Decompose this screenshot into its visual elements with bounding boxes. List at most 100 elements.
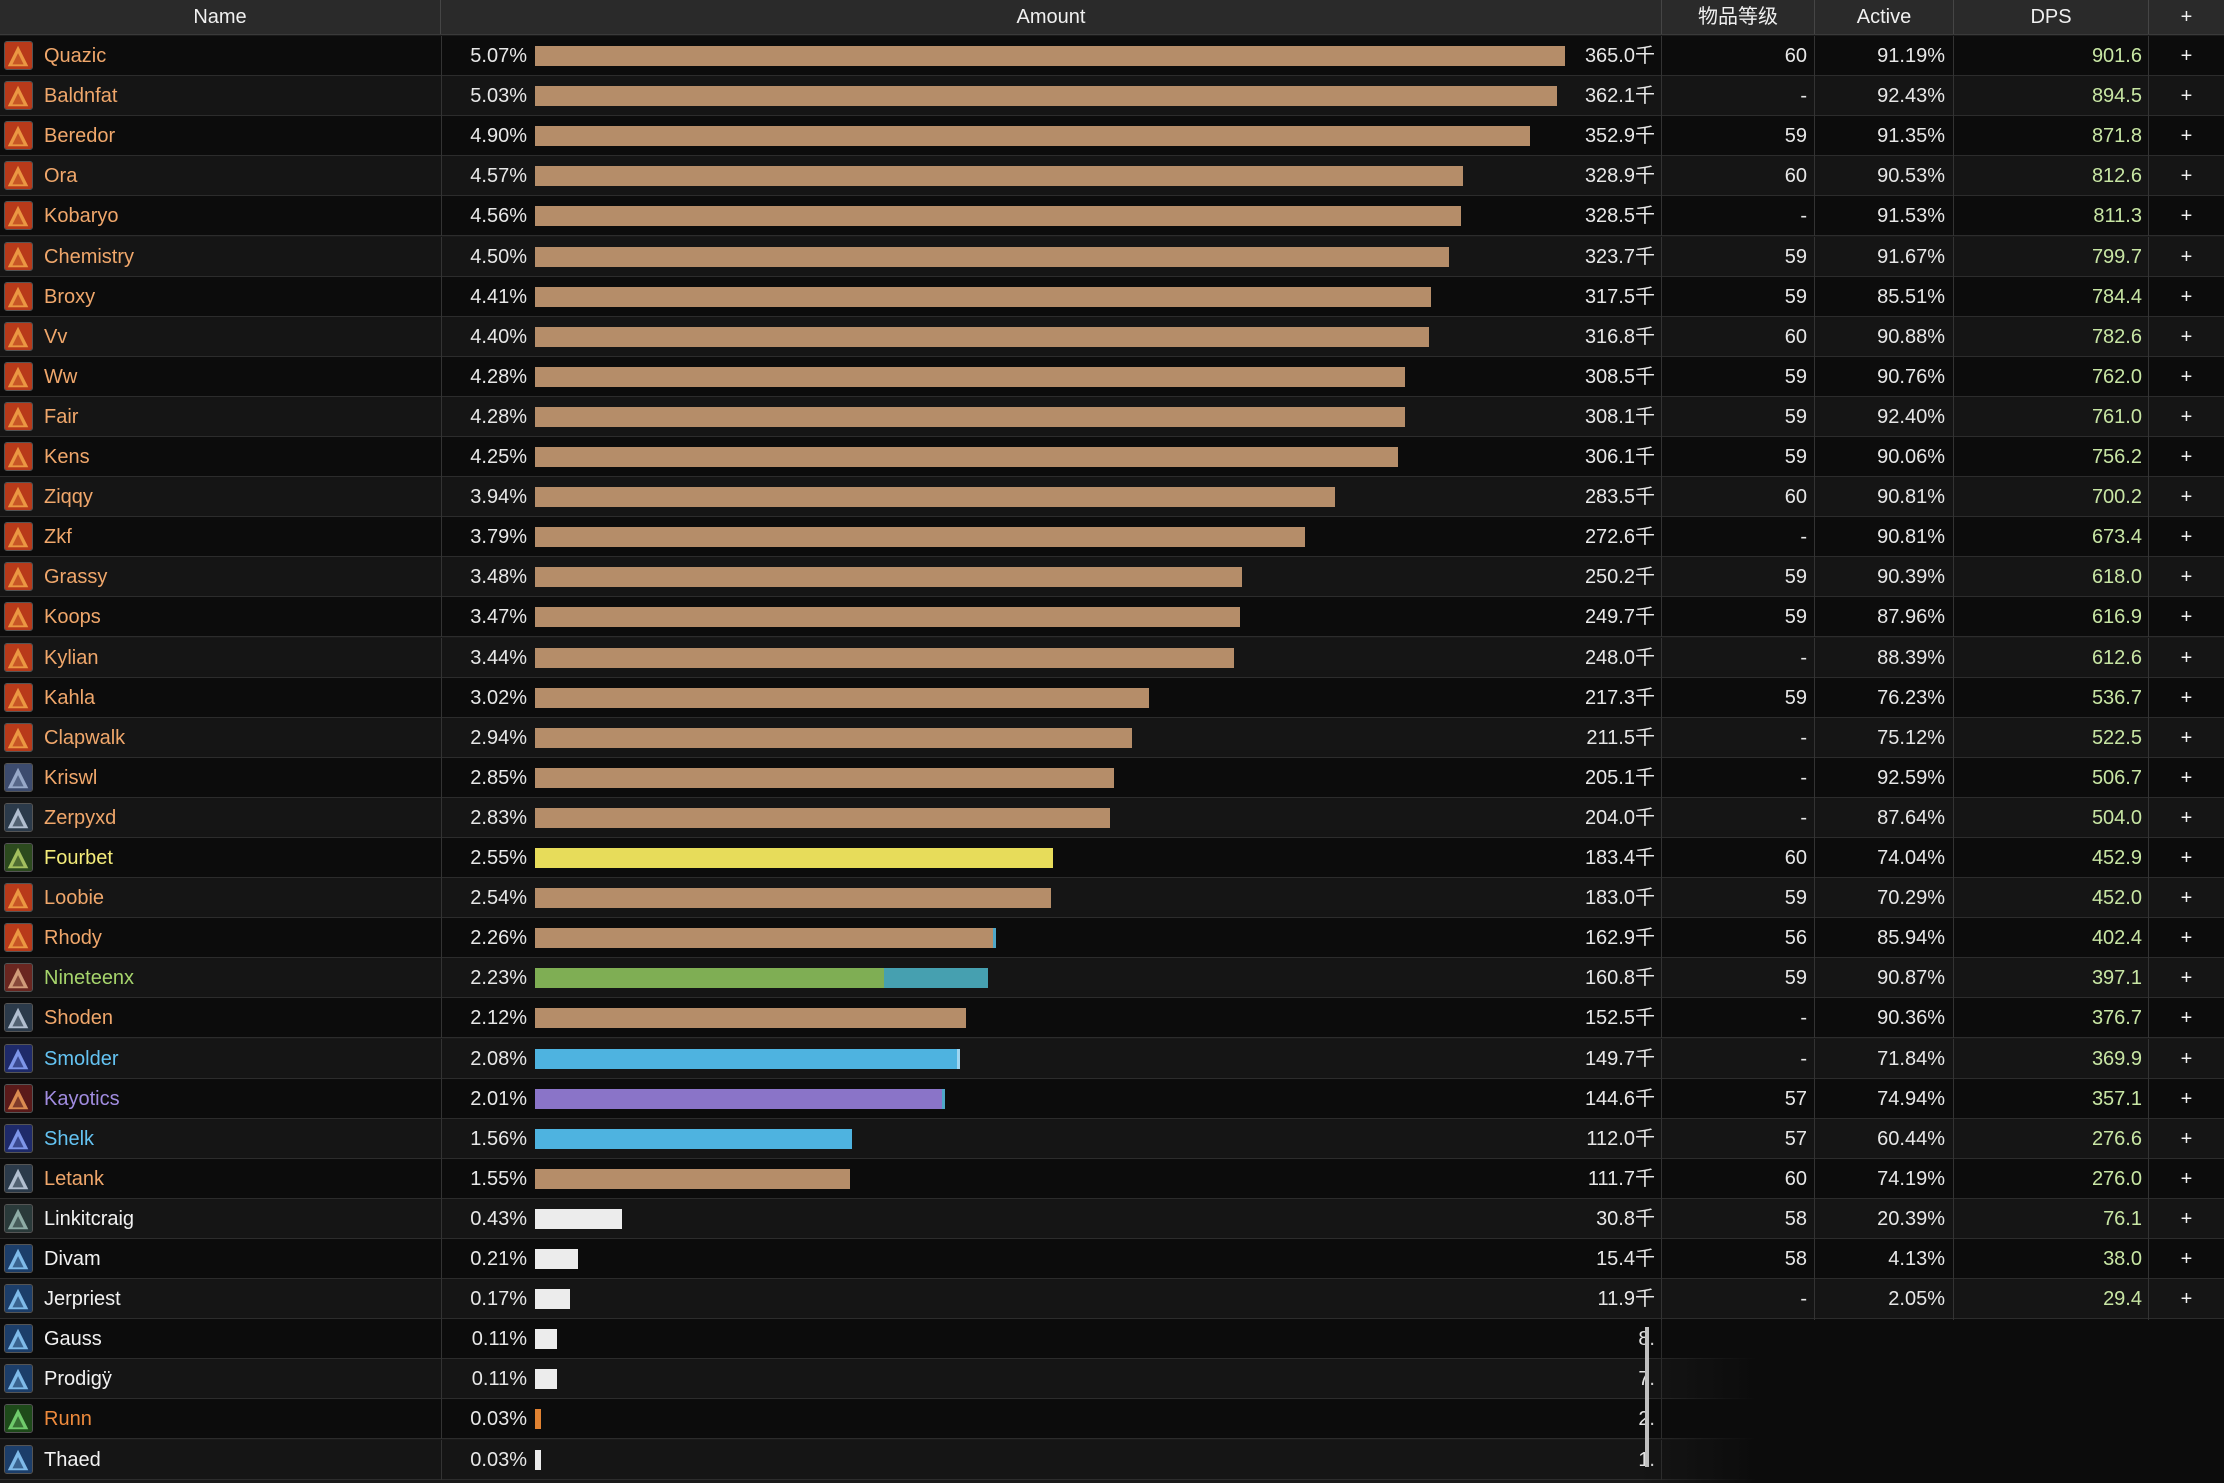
name-cell[interactable]: Fourbet [0, 838, 442, 878]
expand-row-button[interactable]: + [2180, 285, 2193, 308]
expand-row-button[interactable]: + [2180, 526, 2193, 549]
player-name[interactable]: Quazic [44, 45, 107, 67]
expand-row-button[interactable]: + [2180, 125, 2193, 148]
name-cell[interactable]: Prodigÿ [0, 1359, 442, 1400]
expand-row-button[interactable]: + [2180, 606, 2193, 629]
name-cell[interactable]: Kriswl [0, 757, 442, 798]
player-name[interactable]: Jerpriest [44, 1288, 121, 1311]
name-cell[interactable]: Linkitcraig [0, 1198, 442, 1239]
name-cell[interactable]: Baldnfat [0, 76, 442, 117]
player-name[interactable]: Shelk [44, 1127, 95, 1150]
player-name[interactable]: Ziqqy [44, 486, 93, 509]
table-row[interactable]: Grassy 3.48% 250.2千 59 90.39% 618.0 + [0, 557, 2224, 598]
table-row[interactable]: Shelk 1.56% 112.0千 57 60.44% 276.6 + [0, 1118, 2224, 1159]
table-row[interactable]: Kayotics 2.01% 144.6千 57 74.94% 357.1 + [0, 1078, 2224, 1119]
name-cell[interactable]: Clapwalk [0, 717, 442, 758]
name-cell[interactable]: Zerpyxd [0, 797, 442, 838]
name-cell[interactable]: Ww [0, 356, 442, 397]
player-name[interactable]: Shoden [44, 1007, 113, 1030]
name-cell[interactable]: Beredor [0, 116, 442, 157]
table-row[interactable]: Nineteenx 2.23% 160.8千 59 90.87% 397.1 + [0, 958, 2224, 999]
table-row[interactable]: Broxy 4.41% 317.5千 59 85.51% 784.4 + [0, 276, 2224, 317]
player-name[interactable]: Kylian [44, 646, 99, 669]
name-cell[interactable]: Kobaryo [0, 196, 442, 237]
expand-row-button[interactable]: + [2180, 1007, 2193, 1030]
table-row[interactable]: Kriswl 2.85% 205.1千 - 92.59% 506.7 + [0, 757, 2224, 798]
table-row[interactable]: Smolder 2.08% 149.7千 - 71.84% 369.9 + [0, 1038, 2224, 1079]
expand-row-button[interactable]: + [2180, 686, 2193, 709]
expand-row-button[interactable]: + [2180, 1127, 2193, 1150]
player-name[interactable]: Beredor [44, 125, 116, 148]
table-row[interactable]: Kahla 3.02% 217.3千 59 76.23% 536.7 + [0, 677, 2224, 718]
expand-row-button[interactable]: + [2180, 365, 2193, 388]
name-cell[interactable]: Zkf [0, 517, 442, 558]
player-name[interactable]: Clapwalk [44, 726, 126, 749]
table-row[interactable]: Ziqqy 3.94% 283.5千 60 90.81% 700.2 + [0, 477, 2224, 518]
expand-row-button[interactable]: + [2180, 927, 2193, 950]
name-cell[interactable]: Ora [0, 156, 442, 197]
player-name[interactable]: Vv [44, 325, 68, 348]
table-row[interactable]: Divam 0.21% 15.4千 58 4.13% 38.0 + [0, 1239, 2224, 1279]
name-cell[interactable]: Broxy [0, 276, 442, 317]
player-name[interactable]: Baldnfat [44, 85, 118, 108]
expand-row-button[interactable]: + [2180, 486, 2193, 509]
expand-row-button[interactable]: + [2180, 165, 2193, 188]
player-name[interactable]: Loobie [44, 887, 105, 910]
player-name[interactable]: Koops [44, 606, 101, 629]
name-cell[interactable]: Thaed [0, 1439, 442, 1480]
expand-row-button[interactable]: + [2180, 847, 2193, 869]
name-cell[interactable]: Shoden [0, 998, 442, 1039]
expand-row-button[interactable]: + [2180, 566, 2193, 589]
table-row[interactable]: Zerpyxd 2.83% 204.0千 - 87.64% 504.0 + [0, 797, 2224, 838]
player-name[interactable]: Zkf [44, 526, 72, 549]
player-name[interactable]: Thaed [44, 1448, 101, 1471]
expand-row-button[interactable]: + [2180, 766, 2193, 789]
table-row[interactable]: Letank 1.55% 111.7千 60 74.19% 276.0 + [0, 1158, 2224, 1199]
expand-row-button[interactable]: + [2180, 446, 2193, 468]
expand-row-button[interactable]: + [2180, 245, 2193, 268]
name-cell[interactable]: Shelk [0, 1118, 442, 1159]
player-name[interactable]: Kriswl [44, 766, 98, 789]
table-row[interactable]: Kylian 3.44% 248.0千 - 88.39% 612.6 + [0, 637, 2224, 678]
table-row[interactable]: Chemistry 4.50% 323.7千 59 91.67% 799.7 + [0, 236, 2224, 277]
player-name[interactable]: Kahla [44, 686, 96, 709]
column-header-dps[interactable]: DPS [1954, 0, 2149, 34]
player-name[interactable]: Runn [44, 1408, 92, 1431]
player-name[interactable]: Gauss [44, 1328, 102, 1351]
expand-row-button[interactable]: + [2180, 1288, 2193, 1311]
player-name[interactable]: Grassy [44, 566, 108, 589]
expand-row-button[interactable]: + [2180, 325, 2193, 348]
expand-row-button[interactable]: + [2180, 45, 2193, 67]
table-row[interactable]: Ora 4.57% 328.9千 60 90.53% 812.6 + [0, 156, 2224, 197]
name-cell[interactable]: Loobie [0, 878, 442, 919]
column-header-active[interactable]: Active [1815, 0, 1954, 34]
expand-row-button[interactable]: + [2180, 1167, 2193, 1190]
name-cell[interactable]: Runn [0, 1399, 442, 1440]
name-cell[interactable]: Nineteenx [0, 958, 442, 999]
name-cell[interactable]: Ziqqy [0, 477, 442, 518]
scrollbar-thumb[interactable] [1645, 1327, 1649, 1467]
expand-row-button[interactable]: + [2180, 1087, 2193, 1110]
table-row[interactable]: Clapwalk 2.94% 211.5千 - 75.12% 522.5 + [0, 717, 2224, 758]
player-name[interactable]: Nineteenx [44, 967, 135, 990]
player-name[interactable]: Linkitcraig [44, 1207, 135, 1230]
table-row[interactable]: Zkf 3.79% 272.6千 - 90.81% 673.4 + [0, 517, 2224, 558]
expand-row-button[interactable]: + [2180, 1047, 2193, 1070]
name-cell[interactable]: Kahla [0, 677, 442, 718]
player-name[interactable]: Prodigÿ [44, 1368, 112, 1391]
table-row[interactable]: Shoden 2.12% 152.5千 - 90.36% 376.7 + [0, 998, 2224, 1039]
table-row[interactable]: Ww 4.28% 308.5千 59 90.76% 762.0 + [0, 356, 2224, 397]
table-row[interactable]: Kens 4.25% 306.1千 59 90.06% 756.2 + [0, 437, 2224, 477]
name-cell[interactable]: Rhody [0, 918, 442, 959]
table-row[interactable]: Koops 3.47% 249.7千 59 87.96% 616.9 + [0, 597, 2224, 638]
player-name[interactable]: Kens [44, 446, 90, 468]
name-cell[interactable]: Fair [0, 396, 442, 437]
expand-row-button[interactable]: + [2180, 205, 2193, 228]
table-row[interactable]: Jerpriest 0.17% 11.9千 - 2.05% 29.4 + [0, 1279, 2224, 1320]
player-name[interactable]: Smolder [44, 1047, 119, 1070]
player-name[interactable]: Rhody [44, 927, 102, 950]
table-row[interactable]: Rhody 2.26% 162.9千 56 85.94% 402.4 + [0, 918, 2224, 959]
expand-row-button[interactable]: + [2180, 646, 2193, 669]
table-row[interactable]: Beredor 4.90% 352.9千 59 91.35% 871.8 + [0, 116, 2224, 157]
name-cell[interactable]: Kylian [0, 637, 442, 678]
